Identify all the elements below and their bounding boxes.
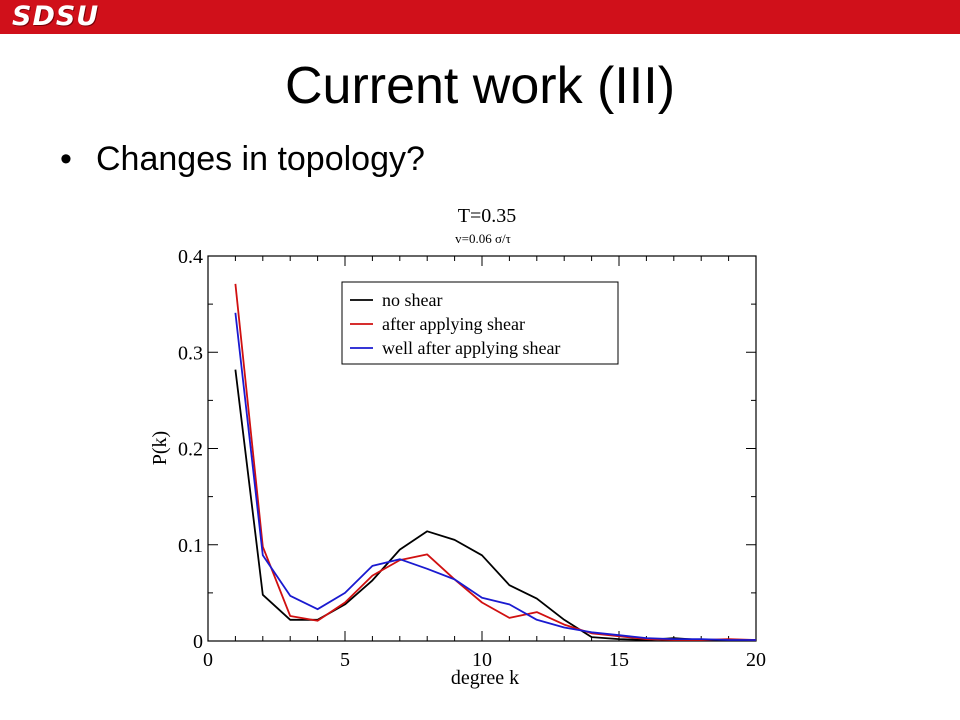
series-line-1: [234, 369, 756, 641]
legend-label-3: well after applying shear: [382, 338, 560, 358]
series-line-3: [234, 312, 756, 641]
degree-distribution-chart: T=0.35 v=0.06 σ/τ 0 5 10 15 2000.10.20.30.4 …: [149, 205, 766, 689]
chart-subtitle: v=0.06 σ/τ: [455, 231, 511, 246]
y-tick-label: 0.1: [178, 535, 203, 557]
legend: no shear after applying shear well after a…: [341, 281, 619, 365]
axis-ticks: 0 5 10 15 20 0 0.1 0.2 0.3 0.4: [178, 246, 766, 671]
sdsu-logo: SDSU: [12, 1, 100, 32]
bullet-text: Changes in topology?: [96, 140, 425, 178]
x-tick-label: 10: [472, 649, 492, 671]
x-axis-label: degree k: [451, 667, 519, 689]
legend-label-1: no shear: [382, 290, 442, 310]
header-bar: SDSU: [0, 0, 960, 34]
y-tick-label: 0.4: [178, 246, 203, 268]
slide-title: Current work (III): [284, 57, 676, 115]
x-tick-label: 5: [340, 649, 350, 671]
bullet-dot-icon: •: [60, 140, 72, 178]
series-lines: [234, 283, 757, 641]
y-axis-label: P(k): [149, 431, 171, 465]
bullet-item: • Changes in topology?: [60, 140, 425, 179]
y-tick-label: 0.2: [178, 439, 203, 461]
x-tick-label: 15: [609, 649, 629, 671]
series-line-2: [234, 283, 757, 641]
legend-label-2: after applying shear: [382, 314, 525, 334]
x-tick-label: 20: [746, 649, 766, 671]
y-tick-label: 0.3: [178, 342, 203, 364]
chart-title: T=0.35: [458, 205, 517, 227]
y-tick-label: 0: [193, 631, 203, 653]
legend-box: [341, 281, 619, 365]
x-tick-label: 0: [203, 649, 213, 671]
